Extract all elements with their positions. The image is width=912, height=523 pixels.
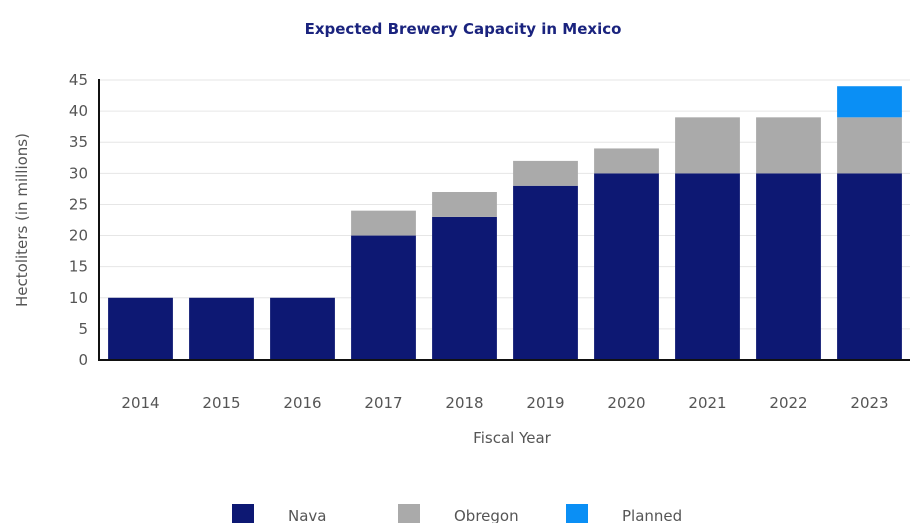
bar-nava-2019 [513,185,578,360]
bar-nava-2017 [351,235,416,360]
y-tick-label: 45 [69,71,88,89]
legend-label-planned: Planned [622,507,682,523]
bar-obregon-2019 [513,160,578,186]
bar-obregon-2020 [594,148,659,174]
y-tick-label: 0 [78,351,88,369]
bar-nava-2014 [108,297,173,360]
x-tick-label: 2017 [364,394,402,412]
x-tick-label: 2016 [283,394,321,412]
x-tick-label: 2019 [526,394,564,412]
bar-obregon-2021 [675,117,740,174]
y-tick-label: 30 [69,164,88,182]
bar-nava-2020 [594,173,659,360]
legend: Nava Obregon Planned [232,504,682,523]
bar-obregon-2023 [837,117,902,174]
legend-label-obregon: Obregon [454,507,519,523]
y-tick-label: 20 [69,227,88,245]
bar-nava-2022 [756,173,821,360]
legend-swatch-nava [232,504,254,523]
x-axis-label: Fiscal Year [473,429,551,447]
bar-nava-2023 [837,173,902,360]
x-tick-label: 2021 [688,394,726,412]
bar-obregon-2022 [756,117,821,174]
x-tick-label: 2023 [850,394,888,412]
y-tick-label: 25 [69,195,88,213]
y-tick-label: 10 [69,289,88,307]
x-tick-label: 2020 [607,394,645,412]
y-tick-label: 15 [69,258,88,276]
legend-swatch-obregon [398,504,420,523]
y-tick-labels: 0 5 10 15 20 25 30 35 40 45 [69,71,88,369]
x-tick-labels: 2014 2015 2016 2017 2018 2019 2020 2021 2022 2023 [121,394,888,412]
x-tick-label: 2014 [121,394,159,412]
x-tick-label: 2015 [202,394,240,412]
bars [108,86,902,360]
y-tick-label: 35 [69,133,88,151]
x-tick-label: 2022 [769,394,807,412]
y-axis-label: Hectoliters (in millions) [13,133,31,307]
y-tick-label: 5 [78,320,88,338]
bar-obregon-2018 [432,192,497,217]
bar-nava-2018 [432,216,497,360]
legend-swatch-planned [566,504,588,523]
legend-label-nava: Nava [288,507,326,523]
bar-nava-2015 [189,297,254,360]
x-tick-label: 2018 [445,394,483,412]
bar-planned-2023 [837,86,902,118]
bar-nava-2021 [675,173,740,360]
chart-title: Expected Brewery Capacity in Mexico [305,20,622,38]
y-tick-label: 40 [69,102,88,120]
bar-obregon-2017 [351,210,416,236]
bar-nava-2016 [270,297,335,360]
